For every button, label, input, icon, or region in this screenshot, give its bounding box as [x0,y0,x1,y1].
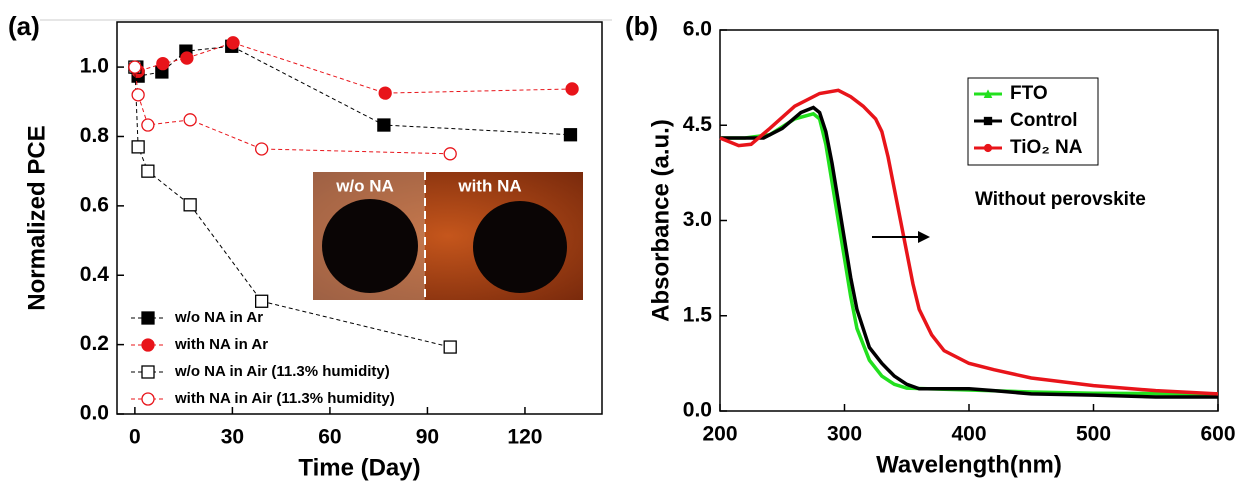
y-tick-label: 0.0 [80,402,109,425]
y-tick-label: 3.0 [683,208,712,231]
series-line [134,42,573,94]
marker [563,128,578,142]
inset-spot [473,201,567,293]
marker [183,198,197,212]
marker [180,51,194,65]
marker [255,142,269,156]
marker [131,88,145,102]
legend-label: Control [1010,110,1078,131]
marker [141,338,155,352]
marker [128,60,142,74]
y-tick-label: 0.2 [80,332,109,355]
series-line [136,45,571,136]
marker [255,294,269,308]
x-axis-title: Time (Day) [298,454,420,481]
marker [141,365,155,379]
y-tick-label: 1.0 [80,55,109,78]
legend-label: TiO₂ NA [1010,137,1083,158]
x-tick-label: 0 [129,426,141,449]
marker [565,82,579,96]
inset-label: w/o NA [335,176,394,195]
marker [156,56,170,71]
legend-label: w/o NA in Air (11.3% humidity) [174,363,390,380]
arrow-head [918,231,930,243]
legend-label: FTO [1010,83,1048,104]
marker [226,36,240,50]
x-tick-label: 200 [702,423,737,446]
legend-label: with NA in Ar [174,336,268,353]
series-line [134,67,451,155]
series [130,39,578,142]
x-tick-label: 120 [507,426,542,449]
legend-label: with NA in Air (11.3% humidity) [174,390,395,407]
marker [131,140,145,154]
panel-label: (b) [625,11,658,41]
legend-label: w/o NA in Ar [174,309,263,326]
marker [377,118,391,132]
inset-label: with NA [457,176,521,195]
x-tick-label: 500 [1076,423,1111,446]
y-axis-title: Normalized PCE [23,125,50,310]
series [128,60,457,161]
y-tick-label: 0.0 [683,399,712,422]
y-tick-label: 0.8 [80,124,110,147]
y-tick-label: 0.4 [80,263,110,286]
inset-photo: w/o NA with NA [313,172,583,300]
marker [141,118,155,132]
x-tick-label: 60 [318,426,341,449]
plot-frame [116,21,603,415]
marker [183,113,197,127]
x-tick-label: 90 [416,426,439,449]
series [719,88,1219,396]
marker [378,86,392,100]
y-tick-label: 0.6 [80,193,109,216]
y-axis-title: Absorbance (a.u.) [647,119,674,322]
marker [983,89,993,98]
marker [141,311,155,325]
panel-label: (a) [8,11,40,41]
x-tick-label: 300 [827,423,862,446]
x-axis-title: Wavelength(nm) [876,451,1062,478]
annotation: Without perovskite [975,189,1146,210]
marker [443,147,457,161]
marker [141,392,155,406]
marker [141,164,155,178]
series-line [720,105,1218,399]
marker [983,143,993,153]
series [720,105,1218,399]
y-tick-label: 1.5 [683,303,713,326]
inset-spot [322,199,418,293]
y-tick-label: 6.0 [683,18,712,41]
marker [983,116,993,126]
series-line [719,88,1219,396]
series [128,36,579,100]
x-tick-label: 600 [1200,423,1235,446]
marker [443,340,457,354]
y-tick-label: 4.5 [683,113,713,136]
series-line [134,67,451,348]
x-tick-label: 400 [951,423,986,446]
x-tick-label: 30 [221,426,244,449]
